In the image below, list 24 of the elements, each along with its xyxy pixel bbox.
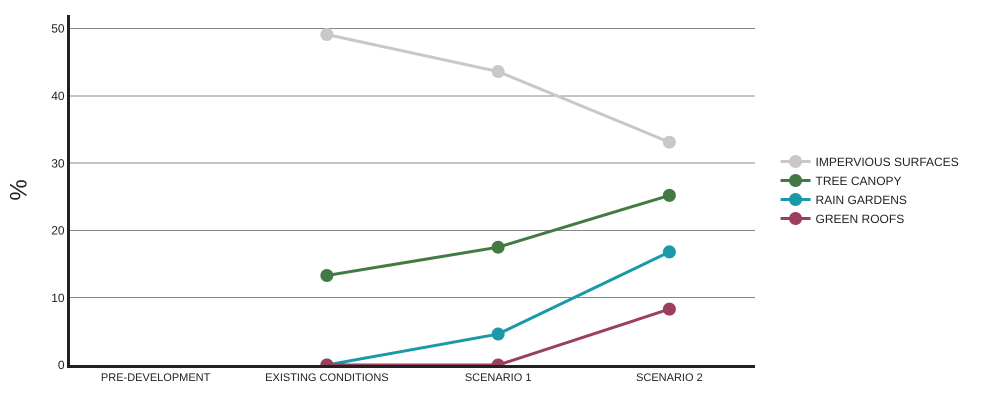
legend-label: RAIN GARDENS bbox=[816, 193, 907, 208]
y-tick-label: 0 bbox=[58, 358, 65, 372]
y-tick-label: 30 bbox=[51, 156, 65, 170]
point bbox=[662, 188, 676, 202]
legend-label: GREEN ROOFS bbox=[816, 212, 904, 226]
x-tick-label: SCENARIO 2 bbox=[636, 372, 703, 384]
x-tick-label: EXISTING CONDITIONS bbox=[265, 372, 389, 384]
y-tick-label: 10 bbox=[51, 290, 65, 305]
y-tick-label: 50 bbox=[51, 22, 65, 36]
x-tick-label: SCENARIO 1 bbox=[464, 372, 532, 384]
legend-label: IMPERVIOUS SURFACES bbox=[816, 155, 959, 170]
y-tick-label: 20 bbox=[51, 224, 65, 238]
x-tick-label: PRE-DEVELOPMENT bbox=[100, 372, 211, 384]
y-tick-label: 40 bbox=[51, 88, 65, 103]
y-axis-title: % bbox=[5, 179, 32, 201]
point bbox=[662, 302, 676, 316]
point bbox=[492, 65, 505, 78]
point bbox=[492, 328, 505, 341]
legend-label: TREE CANOPY bbox=[816, 174, 902, 188]
point bbox=[492, 240, 505, 254]
point bbox=[320, 268, 334, 282]
point bbox=[662, 245, 676, 258]
point bbox=[662, 136, 676, 149]
point bbox=[320, 28, 334, 42]
